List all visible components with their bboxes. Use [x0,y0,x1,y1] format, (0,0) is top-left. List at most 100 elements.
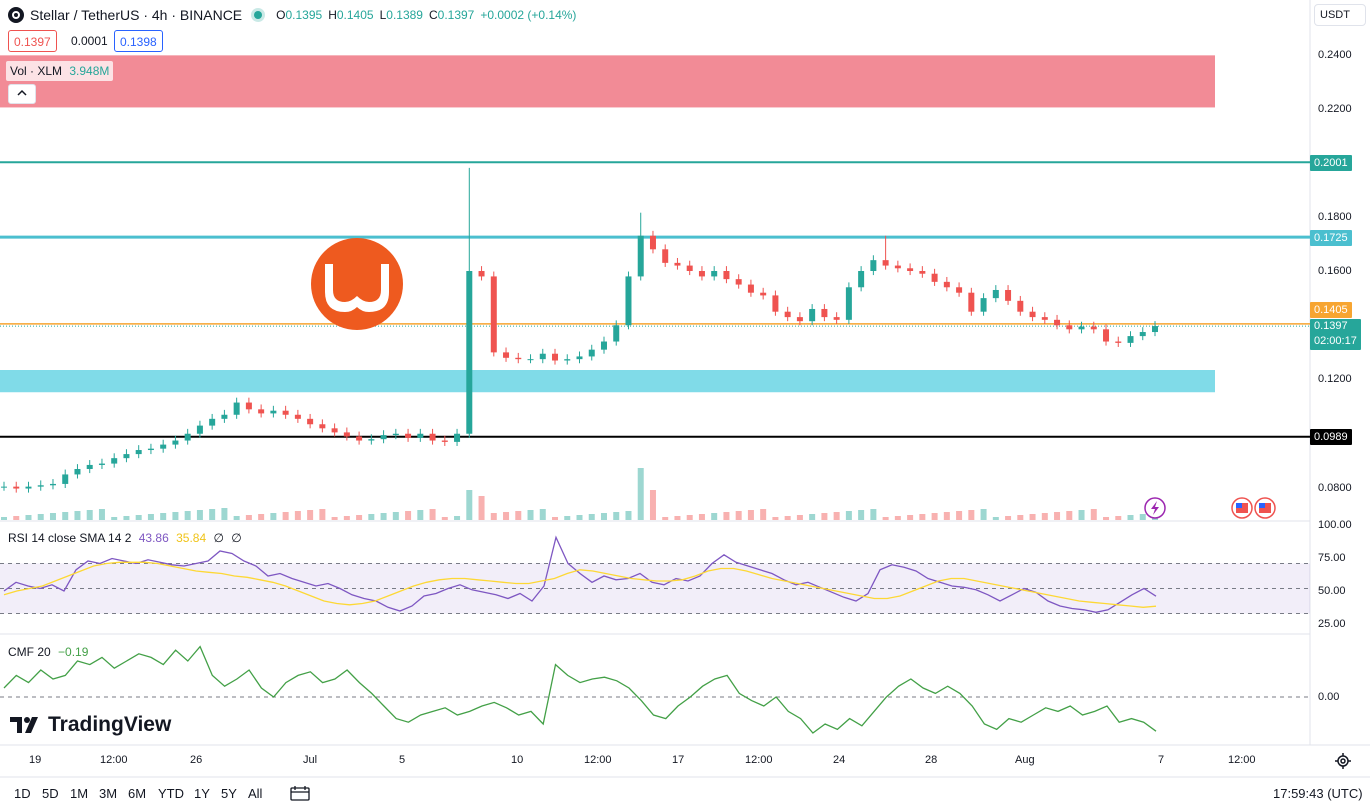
volume-bar [270,513,277,520]
volume-bar [13,516,20,520]
volume-bar [356,515,363,520]
candle-body [1054,319,1061,326]
ohlc-high: H0.1405 [328,8,374,22]
candle-body [86,464,93,470]
volume-bar [711,513,718,520]
candle-body [882,260,889,266]
candle-body [258,409,265,414]
volume-legend: Vol · XLM 3.948M [6,61,114,81]
time-axis-label: 12:00 [584,754,612,766]
timeframe-5d[interactable]: 5D [42,786,59,801]
candle-body [49,483,56,486]
candle-body [343,432,350,437]
timeframe-6m[interactable]: 6M [128,786,147,801]
candle-body [405,433,412,438]
rsi-extra-2: ∅ [231,531,242,545]
rsi-axis-label: 25.00 [1318,618,1346,630]
candle-body [564,359,571,361]
timeframe-5y[interactable]: 5Y [221,786,237,801]
candle-body [588,349,595,357]
volume-bar [282,512,289,520]
volume-bar [919,514,926,520]
level-tag-resistance-mid: 0.1725 [1310,230,1352,246]
cmf-axis-label: 0.00 [1318,691,1340,703]
volume-bar [343,516,350,520]
volume-bar [576,515,583,520]
timeframe-1y[interactable]: 1Y [194,786,210,801]
candle-body [747,284,754,293]
candle-body [956,287,963,293]
candle-body [1066,325,1073,330]
candle-body [552,353,559,361]
volume-bar [147,514,154,520]
volume-bar [662,517,669,520]
volume-bar [515,511,522,520]
timeframe-all[interactable]: All [248,786,263,801]
ohlc-change: +0.0002 (+0.14%) [480,8,577,22]
candle-body [282,410,289,415]
candle-body [858,271,865,288]
candle-body [735,279,742,285]
volume-bar [527,510,534,520]
volume-bar [956,511,963,520]
candle-body [515,357,522,360]
date-range-button[interactable] [290,785,310,806]
volume-bar [1029,514,1036,520]
timeframe-ytd[interactable]: YTD [158,786,184,801]
volume-bar [588,514,595,520]
stellar-logo-icon [8,7,24,23]
timeframe-1d[interactable]: 1D [14,786,31,801]
candle-body [368,439,375,441]
symbol-title[interactable]: Stellar / TetherUS · 4h · BINANCE [30,7,243,23]
candle-body [441,440,448,442]
timeframe-3m[interactable]: 3M [99,786,118,801]
us-flag-canton [1259,503,1265,508]
volume-bar [1,517,7,520]
volume-bar [882,517,889,520]
candle-body [821,308,828,318]
candle-body [907,268,914,271]
candle-body [1115,341,1122,343]
volume-bar [784,516,791,520]
volume-bar [111,517,118,520]
time-axis-label: Jul [303,754,318,766]
candle-body [784,311,791,318]
candle-body [772,295,779,312]
candle-body [319,424,326,429]
volume-bar [98,509,105,520]
sell-price-button[interactable]: 0.1397 [8,30,57,52]
candle-body [160,444,167,449]
volume-bar [258,514,265,520]
chart-settings-button[interactable] [1334,752,1352,770]
ohlc-close: C0.1397 [428,8,475,22]
time-axis-label: 28 [925,754,938,766]
bar-countdown: 02:00:17 [1314,335,1357,347]
time-axis-label: 7 [1158,754,1165,766]
candle-body [662,249,669,263]
volume-bar [245,515,252,520]
volume-bar [698,514,705,520]
volume-bar [894,516,901,520]
volume-bar [490,513,497,520]
candle-body [919,271,926,274]
volume-value: 3.948M [69,64,110,78]
volume-bar [478,496,485,520]
candle-body [539,353,546,360]
candle-body [760,292,767,296]
volume-bar [723,512,730,520]
volume-bar [1139,514,1146,520]
buy-price-button[interactable]: 0.1398 [114,30,163,52]
volume-bar [1115,516,1122,520]
time-axis-label: 12:00 [745,754,773,766]
timeframe-1m[interactable]: 1M [70,786,89,801]
candle-body [13,486,20,489]
volume-bar [1017,515,1024,520]
volume-bar [74,511,81,520]
candle-body [796,317,803,322]
volume-bar [392,512,399,520]
price-axis-label: 0.1200 [1318,373,1352,385]
currency-selector[interactable]: USDT [1314,4,1366,26]
collapse-legend-button[interactable] [8,84,36,104]
time-axis-label: 24 [833,754,846,766]
